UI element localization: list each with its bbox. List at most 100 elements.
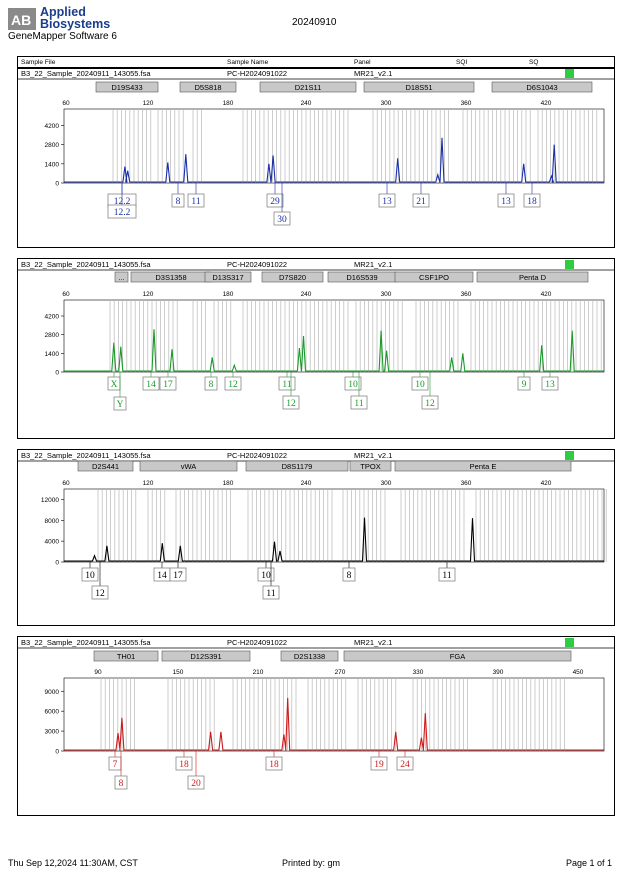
y-tick-label: 2800 <box>45 332 60 339</box>
allele-call-label: 8 <box>209 380 214 390</box>
column-panel: Panel <box>354 59 371 66</box>
x-tick-label: 150 <box>173 669 184 676</box>
marker-label: D6S1043 <box>526 83 557 92</box>
x-tick-label: 450 <box>573 669 584 676</box>
electropherogram-plot: ... D3S1358 D13S317 D7S820 D16S539 CSF1PO Pent… <box>18 269 614 411</box>
marker-rect <box>179 81 237 93</box>
allele-call-label: 11 <box>282 380 291 390</box>
allele-call-label: 30 <box>277 215 287 225</box>
y-tick-label: 4200 <box>45 314 60 321</box>
allele-call-box <box>517 376 531 391</box>
allele-call-label: 11 <box>354 399 363 409</box>
column-sq: SQ <box>529 59 539 66</box>
marker-label: vWA <box>181 462 197 471</box>
panel-title-row: B3_22_Sample_20240911_143055.fsa PC-H202… <box>18 637 614 648</box>
marker-rect <box>491 81 593 93</box>
page-number: Page 1 of 1 <box>565 858 612 868</box>
y-tick-label: 0 <box>55 181 59 188</box>
report-date: 20240910 <box>292 17 337 28</box>
allele-call-label: 11 <box>266 589 275 599</box>
plot-frame <box>63 488 605 563</box>
allele-call-box <box>266 193 284 208</box>
allele-call-label: 12 <box>95 589 105 599</box>
marker-label: D16S539 <box>346 273 377 282</box>
marker-bar: vWA <box>139 460 238 472</box>
marker-bar: D12S391 <box>161 650 251 662</box>
allele-call-label: 29 <box>270 197 280 207</box>
allele-call-box <box>438 567 456 582</box>
allele-call-label: X <box>111 380 118 390</box>
sample-file: B3_22_Sample_20240911_143055.fsa <box>21 69 151 78</box>
allele-call-label: 18 <box>179 760 189 770</box>
x-tick-label: 420 <box>541 291 552 298</box>
allele-call-label: 10 <box>85 571 95 581</box>
marker-label: D5S818 <box>194 83 221 92</box>
panel-name: MR21_v2.1 <box>354 451 393 460</box>
allele-call-label: 12 <box>425 399 435 409</box>
signal-trace <box>64 697 604 751</box>
allele-call-label: 18 <box>269 760 279 770</box>
sample-file: B3_22_Sample_20240911_143055.fsa <box>21 260 151 269</box>
marker-bar: D18S51 <box>363 81 475 93</box>
marker-bar: CSF1PO <box>394 271 474 283</box>
marker-bar: D3S1358 <box>130 271 212 283</box>
marker-bar: D2S1338 <box>280 650 339 662</box>
sample-name: PC-H2024091022 <box>227 451 288 460</box>
x-tick-label: 330 <box>413 669 424 676</box>
allele-call-label: 13 <box>382 197 392 207</box>
allele-call-label: 8 <box>176 197 181 207</box>
allele-call-label: 9 <box>522 380 527 390</box>
marker-label: D2S441 <box>92 462 119 471</box>
marker-rect <box>139 460 238 472</box>
marker-bar: D13S317 <box>204 271 252 283</box>
y-tick-label: 4000 <box>45 539 60 546</box>
allele-call-label: 17 <box>173 571 183 581</box>
plot-frame <box>63 677 605 752</box>
y-tick-label: 2800 <box>45 142 60 149</box>
electropherogram-panel-black: B3_22_Sample_20240911_143055.fsa PC-H202… <box>17 449 615 626</box>
x-tick-label: 180 <box>223 291 234 298</box>
y-tick-label: 0 <box>55 560 59 567</box>
x-tick-label: 300 <box>381 100 392 107</box>
marker-rect <box>77 460 134 472</box>
allele-call-box <box>421 395 439 410</box>
signal-trace <box>64 137 604 183</box>
allele-call-label: 7 <box>113 760 118 770</box>
column-header-row: Sample File Sample Name Panel SQI SQ <box>17 56 615 69</box>
plot-frame <box>63 108 605 184</box>
marker-rect <box>259 81 357 93</box>
allele-call-box <box>159 376 177 391</box>
y-tick-label: 3000 <box>45 729 60 736</box>
printed-by: Printed by: gm <box>282 858 341 868</box>
allele-call-label: 14 <box>146 380 156 390</box>
marker-bar: D2S441 <box>77 460 134 472</box>
x-tick-label: 120 <box>143 291 154 298</box>
x-tick-label: 420 <box>541 100 552 107</box>
electropherogram-panel-red: B3_22_Sample_20240911_143055.fsa PC-H202… <box>17 636 615 816</box>
marker-label: D13S317 <box>212 273 243 282</box>
marker-bar: D8S1179 <box>245 460 349 472</box>
x-tick-label: 240 <box>301 480 312 487</box>
column-sample-file: Sample File <box>21 59 56 66</box>
marker-rect <box>161 650 251 662</box>
panel-title-row: B3_22_Sample_20240911_143055.fsa PC-H202… <box>18 259 614 270</box>
y-tick-label: 6000 <box>45 709 60 716</box>
y-tick-label: 0 <box>55 370 59 377</box>
y-tick-label: 0 <box>55 749 59 756</box>
y-tick-label: 1400 <box>45 351 60 358</box>
sample-file: B3_22_Sample_20240911_143055.fsa <box>21 451 151 460</box>
x-tick-label: 360 <box>461 291 472 298</box>
sq-status-indicator <box>565 260 574 269</box>
electropherogram-plot: TH01 D12S391 D2S1338 FGA 90 150 210 270 330 390 45… <box>18 647 614 790</box>
sample-name: PC-H2024091022 <box>227 69 288 78</box>
x-tick-label: 420 <box>541 480 552 487</box>
allele-call-label: 10 <box>415 380 425 390</box>
sq-status-indicator <box>565 638 574 647</box>
y-tick-label: 4200 <box>45 123 60 130</box>
svg-text:AB: AB <box>11 12 31 28</box>
plot-frame <box>63 299 605 373</box>
marker-label: CSF1PO <box>419 273 449 282</box>
marker-label: FGA <box>450 652 465 661</box>
allele-call-box <box>370 756 388 771</box>
allele-call-box <box>171 193 185 208</box>
